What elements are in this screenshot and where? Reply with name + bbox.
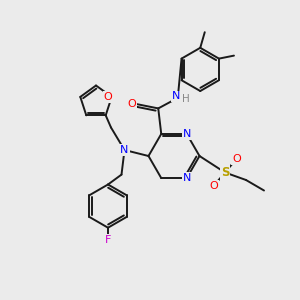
Text: O: O <box>128 99 136 109</box>
Text: N: N <box>172 92 180 101</box>
Text: H: H <box>182 94 190 103</box>
Text: N: N <box>183 173 191 183</box>
Text: O: O <box>232 154 241 164</box>
Text: O: O <box>209 181 218 191</box>
Text: O: O <box>104 92 112 102</box>
Text: N: N <box>183 129 191 139</box>
Text: F: F <box>105 235 111 245</box>
Text: N: N <box>120 145 129 155</box>
Text: S: S <box>221 166 229 179</box>
